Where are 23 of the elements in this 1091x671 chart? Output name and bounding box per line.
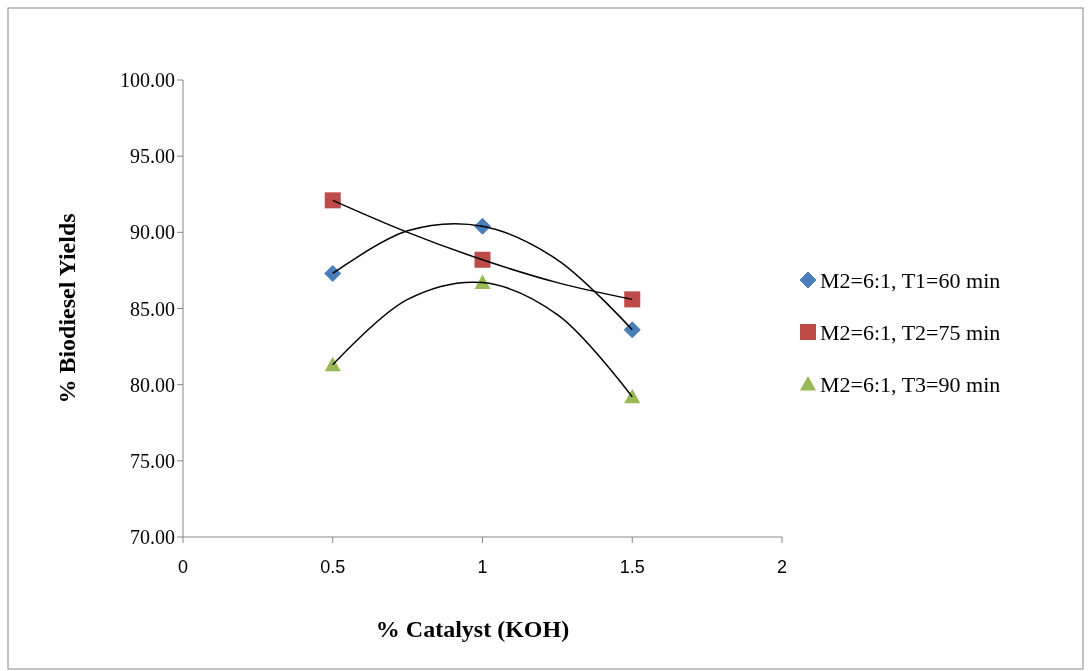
y-tick-label: 90.00 — [130, 221, 175, 244]
x-tick-label: 1.5 — [619, 557, 645, 577]
x-tick-label: 2 — [776, 557, 788, 577]
y-tick-label: 75.00 — [130, 449, 175, 472]
legend-label: M2=6:1, T2=75 min — [820, 319, 1001, 345]
point — [624, 388, 641, 404]
point — [624, 291, 641, 308]
y-tick-label: 80.00 — [130, 373, 175, 396]
y-tick-label: 85.00 — [130, 297, 175, 320]
point — [324, 192, 341, 209]
legend-label: M2=6:1, T1=60 min — [820, 267, 1001, 293]
x-tick-label: 0.5 — [320, 557, 346, 577]
x-axis-title: % Catalyst (KOH) — [375, 616, 570, 642]
x-tick-label: 1 — [477, 557, 488, 577]
point — [324, 356, 341, 372]
legend-label: M2=6:1, T3=90 min — [820, 371, 1001, 397]
x-tick-label: 0 — [177, 557, 189, 577]
point — [324, 264, 342, 282]
y-axis-title: % Biodiesel Yields — [54, 213, 80, 404]
y-tick-label: 70.00 — [130, 526, 175, 548]
y-tick-label: 95.00 — [130, 145, 175, 168]
point — [623, 321, 641, 339]
y-tick-label: 100.00 — [120, 69, 175, 91]
